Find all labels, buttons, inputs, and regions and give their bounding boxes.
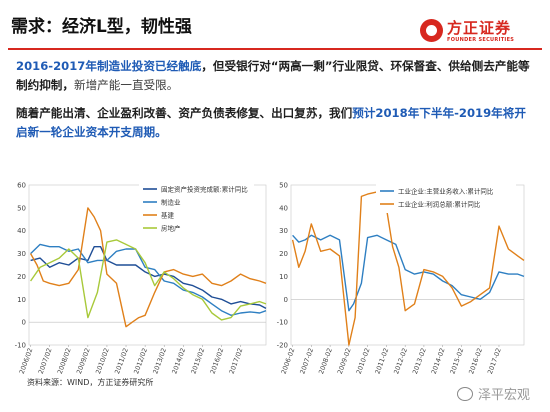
industrial-y-tick-3: 10 [279,273,288,281]
source-note: 资料来源：WIND，方正证券研究所 [27,378,154,387]
watermark-text: 泽平宏观 [478,388,531,403]
investment-y-tick-2: 10 [17,296,26,304]
investment-legend-label-0: 固定资产投资完成额:累计同比 [161,184,248,193]
para1-highlight: 2016-2017年制造业投资已经触底 [16,59,202,73]
industrial-legend-bg [376,184,516,213]
industrial-y-tick-6: 40 [279,204,288,212]
paragraph-2: 随着产能出清、企业盈利改善、资产负债表修复、出口复苏，我们预计2018年下半年-… [16,104,536,142]
industrial-y-tick-2: 0 [284,296,288,304]
industrial-series-1 [291,191,525,346]
investment-y-tick-6: 50 [17,204,26,212]
industrial-x-tick-10: 2016-02 [467,347,484,375]
industrial-x-tick-0: 2006-02 [280,347,297,375]
para2-highlight: 预计2018年下半年-2019年将开启新一轮企业资本开支周期。 [16,106,526,139]
investment-legend-bg [139,182,254,237]
industrial-x-tick-9: 2015-02 [449,347,466,375]
paragraph-1: 2016-2017年制造业投资已经触底，但受银行对“两高一剩”行业限贷、环保督查… [16,57,536,95]
investment-legend-label-2: 基建 [161,210,175,219]
para1-text: ，但受银行对“两高一剩”行业限贷、环保督查、供给侧去产能等制约抑制， [16,59,530,92]
industrial-x-tick-2: 2008-02 [317,347,334,375]
industrial-y-tick-1: -10 [277,319,288,327]
industrial-x-tick-4: 2010-02 [355,347,372,375]
investment-series-3 [30,239,267,321]
industrial-x-tick-7: 2013-02 [411,347,428,375]
industrial-x-tick-5: 2011-02 [373,347,390,375]
para2-text: 随着产能出清、企业盈利改善、资产负债表修复、出口复苏，我们 [16,106,353,120]
wechat-icon [457,387,473,401]
logo-mark-icon [420,19,443,42]
slide-title: 需求：经济L型，韧性强 [11,17,192,37]
investment-series-0 [30,246,267,310]
industrial-x-tick-8: 2014-02 [430,347,447,375]
industrial-x-tick-6: 2012-02 [392,347,409,375]
investment-series-2 [29,207,267,328]
logo-subtitle: FOUNDER SECURITIES [447,37,515,43]
industrial-y-tick-4: 20 [279,250,288,258]
wechat-watermark: 泽平宏观 [457,384,549,404]
para1-muted: 新增产能一直受限。 [73,78,179,92]
investment-y-tick-5: 40 [17,227,26,235]
industrial-x-tick-1: 2007-02 [298,347,315,375]
investment-y-tick-4: 30 [17,250,26,258]
industrial-x-tick-11: 2017-02 [486,347,503,375]
industrial-series-0 [292,234,525,312]
investment-y-tick-3: 20 [17,273,26,281]
investment-legend-label-3: 房地产 [161,223,181,232]
investment-y-tick-1: 0 [22,319,26,327]
industrial-y-tick-7: 50 [279,182,288,190]
logo-name: 方正证券 [447,19,512,37]
industrial-x-tick-3: 2009-02 [336,347,353,375]
industrial-y-tick-0: -20 [277,342,288,350]
industrial-legend-label-1: 工业企业:利润总额:累计同比 [398,199,481,208]
investment-y-tick-7: 60 [17,182,26,190]
investment-y-tick-0: -10 [15,342,26,350]
investment-legend-label-1: 制造业 [161,197,181,206]
industrial-legend-label-0: 工业企业:主营业务收入:累计同比 [398,186,494,195]
brand-logo: 方正证券 FOUNDER SECURITIES [420,17,538,47]
industrial-y-tick-5: 30 [279,227,288,235]
header-divider [8,48,542,50]
